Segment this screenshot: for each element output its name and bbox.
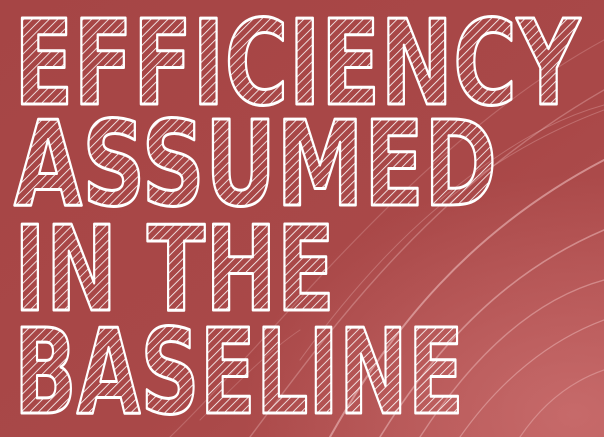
title-line-2: ASSUMED — [14, 95, 497, 233]
title-line-3: IN THE — [14, 200, 335, 338]
title-line-1: EFFICIENCY — [14, 0, 581, 132]
title-line-4: BASELINE — [14, 303, 464, 437]
